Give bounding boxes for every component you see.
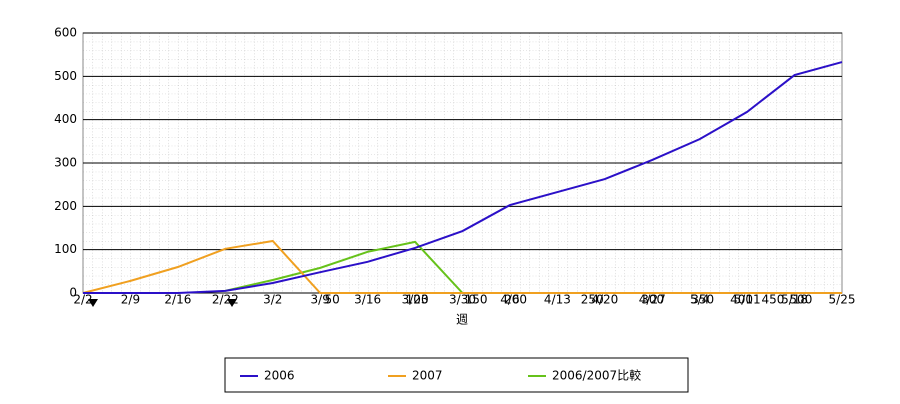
legend-label: 2006 <box>264 369 295 383</box>
milestone-label: 450 <box>762 293 785 307</box>
x-tick-label: 2/22 <box>212 293 239 307</box>
y-tick-label: 100 <box>54 242 77 256</box>
milestone-label: 50 <box>325 293 340 307</box>
x-tick-label: 4/27 <box>639 293 666 307</box>
x-tick-label: 4/6 <box>500 293 519 307</box>
y-tick-label: 600 <box>54 26 77 40</box>
milestone-label: 400 <box>730 293 753 307</box>
marker <box>227 299 237 307</box>
milestone-label: 200 <box>504 293 527 307</box>
legend-label: 2007 <box>412 369 443 383</box>
x-tick-label: 2/9 <box>121 293 140 307</box>
x-tick-label: 3/16 <box>354 293 381 307</box>
x-tick-label: 3/2 <box>263 293 282 307</box>
x-tick-label: 5/18 <box>781 293 808 307</box>
series-line <box>83 61 843 294</box>
x-tick-label: 2/2 <box>73 293 92 307</box>
legend <box>224 357 689 393</box>
y-tick-label: 500 <box>54 69 77 83</box>
x-tick-label: 5/25 <box>829 293 856 307</box>
x-tick-label: 5/4 <box>690 293 709 307</box>
x-tick-label: 3/30 <box>449 293 476 307</box>
milestone-label: 250 <box>581 293 604 307</box>
milestone-label: 500 <box>789 293 812 307</box>
x-tick-label: 2/16 <box>164 293 191 307</box>
y-tick-label: 200 <box>54 199 77 213</box>
series-line <box>82 239 842 294</box>
milestone-label: 150 <box>465 293 488 307</box>
x-axis-label: 週 <box>456 313 468 327</box>
x-tick-label: 3/9 <box>311 293 330 307</box>
x-tick-label: 5/11 <box>734 293 761 307</box>
x-tick-label: 4/20 <box>591 293 618 307</box>
milestone-label: 300 <box>641 293 664 307</box>
x-tick-label: 3/23 <box>402 293 429 307</box>
milestone-label: 350 <box>691 293 714 307</box>
legend-label: 2006/2007比較 <box>552 368 641 383</box>
y-tick-label: 0 <box>69 286 77 300</box>
y-tick-label: 300 <box>54 156 77 170</box>
marker <box>88 299 98 307</box>
y-tick-label: 400 <box>54 112 77 126</box>
milestone-label: 100 <box>406 293 429 307</box>
x-tick-label: 4/13 <box>544 293 571 307</box>
